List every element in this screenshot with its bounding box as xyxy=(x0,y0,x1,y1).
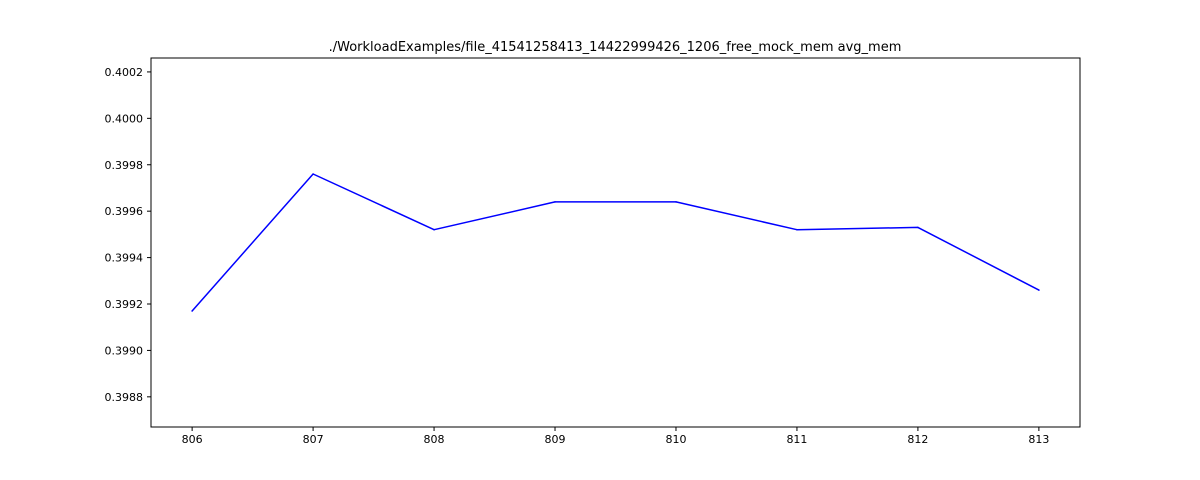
x-tick-label: 811 xyxy=(786,433,807,446)
x-tick-label: 807 xyxy=(303,433,324,446)
x-tick-label: 808 xyxy=(424,433,445,446)
series-layer xyxy=(191,173,1040,312)
x-tick-label: 810 xyxy=(665,433,686,446)
series-line xyxy=(191,173,1040,312)
y-tick-label: 0.4002 xyxy=(105,66,144,79)
y-tick-label: 0.3994 xyxy=(105,252,144,265)
y-tick-label: 0.3998 xyxy=(105,159,144,172)
data-point xyxy=(1038,289,1040,291)
x-axis: 806 807 808 809 810 811 812 813 xyxy=(182,427,1049,446)
x-tick-label: 812 xyxy=(907,433,928,446)
y-tick-label: 0.3990 xyxy=(105,344,144,357)
y-tick-label: 0.3992 xyxy=(105,298,144,311)
data-point xyxy=(554,201,556,203)
y-tick-label: 0.3996 xyxy=(105,205,144,218)
plot-area-frame xyxy=(150,57,1081,428)
data-point xyxy=(796,228,798,231)
data-point xyxy=(312,173,314,175)
y-axis: 0.3988 0.3990 0.3992 0.3994 0.3996 0.3998 0.40… xyxy=(105,66,151,404)
chart-title: ./WorkloadExamples/file_41541258413_1442… xyxy=(329,40,902,55)
data-point xyxy=(433,228,435,231)
y-tick-label: 0.4000 xyxy=(105,112,144,125)
x-tick-label: 813 xyxy=(1028,433,1049,446)
y-tick-label: 0.3988 xyxy=(105,391,144,404)
data-point xyxy=(675,201,677,203)
data-point xyxy=(917,226,919,229)
x-tick-label: 809 xyxy=(545,433,566,446)
data-point xyxy=(191,310,193,312)
x-tick-label: 806 xyxy=(182,433,203,446)
